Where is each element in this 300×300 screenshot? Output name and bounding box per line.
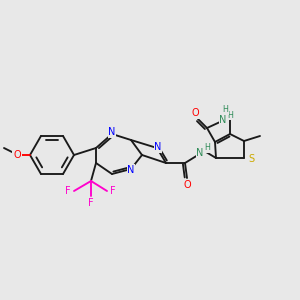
Text: N: N <box>127 165 135 175</box>
Text: N: N <box>154 142 162 152</box>
Text: H: H <box>227 110 233 119</box>
Text: O: O <box>183 180 191 190</box>
Text: O: O <box>13 150 21 160</box>
Text: N: N <box>219 115 227 125</box>
Text: F: F <box>65 186 71 196</box>
Text: H: H <box>222 106 228 115</box>
Text: F: F <box>88 198 94 208</box>
Text: N: N <box>196 148 204 158</box>
Text: O: O <box>191 108 199 118</box>
Text: N: N <box>108 127 116 137</box>
Text: F: F <box>110 186 116 196</box>
Text: H: H <box>204 143 210 152</box>
Text: S: S <box>248 154 254 164</box>
